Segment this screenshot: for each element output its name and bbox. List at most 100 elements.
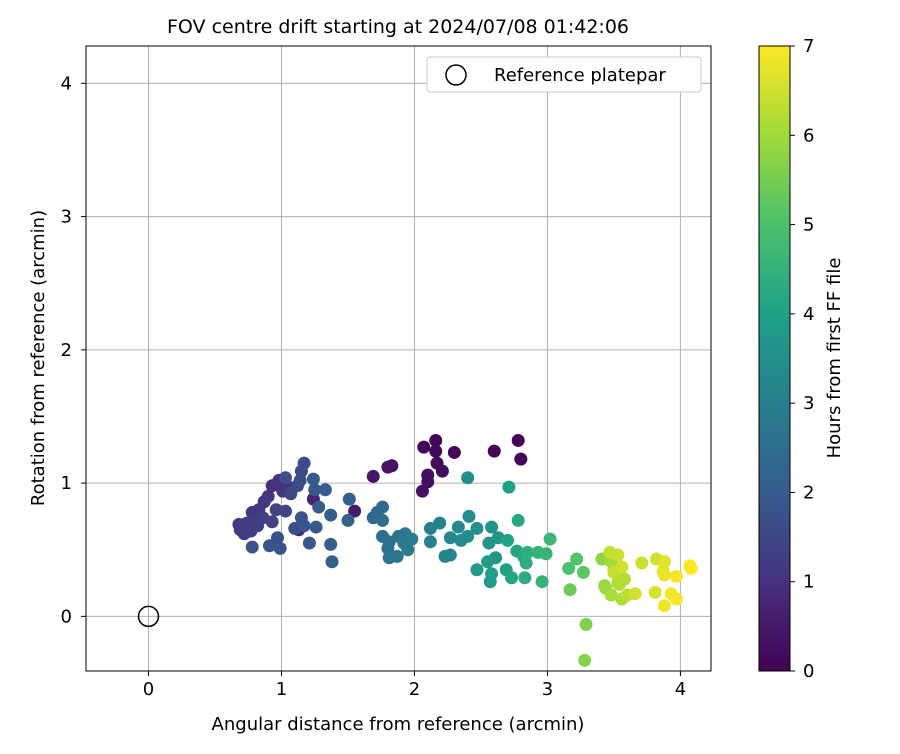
colorbar-tick-label: 1 <box>803 572 814 593</box>
data-point <box>293 473 307 487</box>
data-point <box>611 548 625 562</box>
data-point <box>278 504 292 518</box>
data-point <box>324 537 338 551</box>
data-point <box>245 540 259 554</box>
data-point <box>684 561 698 575</box>
data-point <box>278 471 292 485</box>
data-point <box>270 531 284 545</box>
data-point <box>615 560 629 574</box>
data-point <box>518 571 532 585</box>
data-point <box>297 456 311 470</box>
y-tick-label: 0 <box>61 606 72 627</box>
data-point <box>423 535 437 549</box>
data-point <box>318 483 332 497</box>
data-point <box>535 575 549 589</box>
y-axis-ticks: 0 1 2 3 4 <box>61 73 86 627</box>
plot-frame <box>85 45 712 672</box>
data-point <box>415 484 429 498</box>
colorbar-tick-label: 7 <box>803 36 814 57</box>
data-point <box>433 516 447 530</box>
colorbar-tick-label: 4 <box>803 304 814 325</box>
data-point <box>366 469 380 483</box>
data-point <box>341 513 355 527</box>
data-point <box>470 521 484 535</box>
data-point <box>543 532 557 546</box>
data-point <box>447 445 461 459</box>
legend-box <box>426 56 702 93</box>
data-point <box>461 471 475 485</box>
data-point <box>443 531 457 545</box>
data-point <box>511 433 525 447</box>
colorbar-tick-label: 6 <box>803 125 814 146</box>
data-point <box>429 444 443 458</box>
data-point <box>669 569 683 583</box>
data-point <box>514 452 528 466</box>
colorbar-tick-label: 5 <box>803 215 814 236</box>
data-point <box>297 519 311 533</box>
plot-background <box>86 46 711 671</box>
data-point <box>485 567 499 581</box>
y-tick-label: 2 <box>61 340 72 361</box>
colorbar-tick-label: 3 <box>803 393 814 414</box>
data-point <box>657 599 671 613</box>
data-point <box>511 513 525 527</box>
y-tick-label: 3 <box>61 207 72 228</box>
data-point <box>576 565 590 579</box>
data-point <box>325 555 339 569</box>
data-point <box>570 552 584 566</box>
data-point <box>324 508 338 522</box>
data-points <box>232 433 698 667</box>
data-point <box>485 520 499 534</box>
data-point <box>579 617 593 631</box>
data-point <box>435 464 449 478</box>
data-point <box>578 653 592 667</box>
x-tick-label: 0 <box>143 679 154 700</box>
data-point <box>443 548 457 562</box>
colorbar-bar <box>758 45 791 672</box>
legend-marker <box>445 64 467 86</box>
x-tick-label: 2 <box>409 679 420 700</box>
data-point <box>539 547 553 561</box>
data-point <box>669 592 683 606</box>
data-point <box>604 588 618 602</box>
data-point <box>342 492 356 506</box>
colorbar-label: Hours from first FF file <box>824 258 845 459</box>
reference-marker <box>137 605 160 628</box>
x-tick-label: 4 <box>675 679 686 700</box>
x-tick-label: 1 <box>276 679 287 700</box>
data-point <box>563 583 577 597</box>
data-point <box>401 543 415 557</box>
data-point <box>481 555 495 569</box>
data-point <box>462 509 476 523</box>
legend: Reference platepar <box>426 56 702 93</box>
data-point <box>306 472 320 486</box>
data-point <box>376 513 390 527</box>
data-point <box>470 563 484 577</box>
data-point <box>501 533 515 547</box>
y-tick-label: 4 <box>61 73 72 94</box>
data-point <box>502 480 516 494</box>
data-point <box>376 500 390 514</box>
x-tick-label: 3 <box>542 679 553 700</box>
data-point <box>657 568 671 582</box>
data-point <box>273 541 287 555</box>
data-point <box>263 539 277 553</box>
colorbar: 0 1 2 3 4 5 6 7 Hours from first FF file <box>758 36 845 682</box>
data-point <box>405 532 419 546</box>
y-axis-label: Rotation from reference (arcmin) <box>28 210 49 506</box>
plot-area: 0 1 2 3 4 0 1 2 3 4 <box>61 45 712 700</box>
colorbar-tick-label: 0 <box>803 661 814 682</box>
data-point <box>417 440 431 454</box>
data-point <box>265 515 279 529</box>
data-point <box>562 561 576 575</box>
data-point <box>635 556 649 570</box>
data-point <box>302 536 316 550</box>
colorbar-tick-label: 2 <box>803 482 814 503</box>
data-point <box>505 571 519 585</box>
data-point <box>451 520 465 534</box>
data-point <box>308 483 322 497</box>
data-point <box>519 556 533 570</box>
x-axis-label: Angular distance from reference (arcmin) <box>212 714 585 735</box>
data-point <box>381 460 395 474</box>
x-axis-ticks: 0 1 2 3 4 <box>143 671 686 700</box>
